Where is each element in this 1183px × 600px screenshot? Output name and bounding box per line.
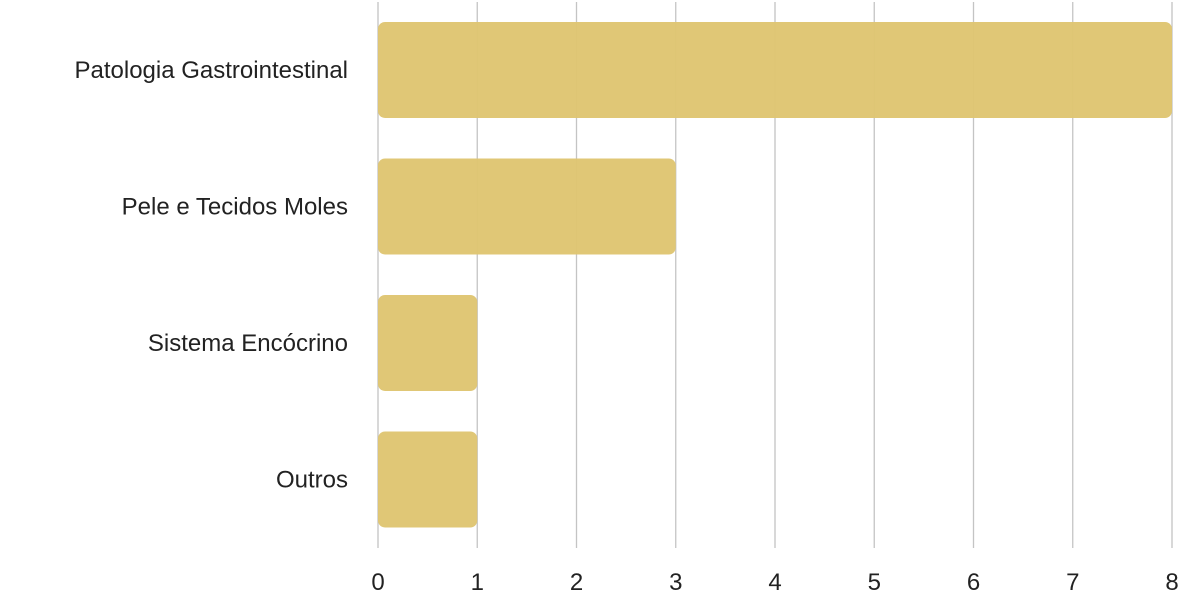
x-tick-label: 2: [570, 569, 583, 596]
category-label: Outros: [276, 467, 348, 494]
category-label: Sistema Encócrino: [148, 330, 348, 357]
bar: [378, 22, 1172, 118]
x-tick-label: 7: [1066, 569, 1079, 596]
category-labels: Patologia Gastrointestinal Pele e Tecidos…: [75, 57, 349, 494]
x-tick-label: 1: [471, 569, 484, 596]
x-axis-tick-labels: 0 1 2 3 4 5 6 7 8: [371, 569, 1178, 596]
x-tick-label: 0: [371, 569, 384, 596]
x-tick-label: 6: [967, 569, 980, 596]
bar: [378, 295, 478, 391]
x-tick-label: 3: [669, 569, 682, 596]
category-label: Pele e Tecidos Moles: [122, 194, 348, 221]
x-tick-label: 8: [1165, 569, 1178, 596]
bar: [378, 431, 478, 528]
bar: [378, 158, 676, 255]
x-tick-label: 4: [768, 569, 781, 596]
bars: [378, 22, 1172, 528]
category-label: Patologia Gastrointestinal: [75, 57, 349, 84]
x-tick-label: 5: [868, 569, 881, 596]
